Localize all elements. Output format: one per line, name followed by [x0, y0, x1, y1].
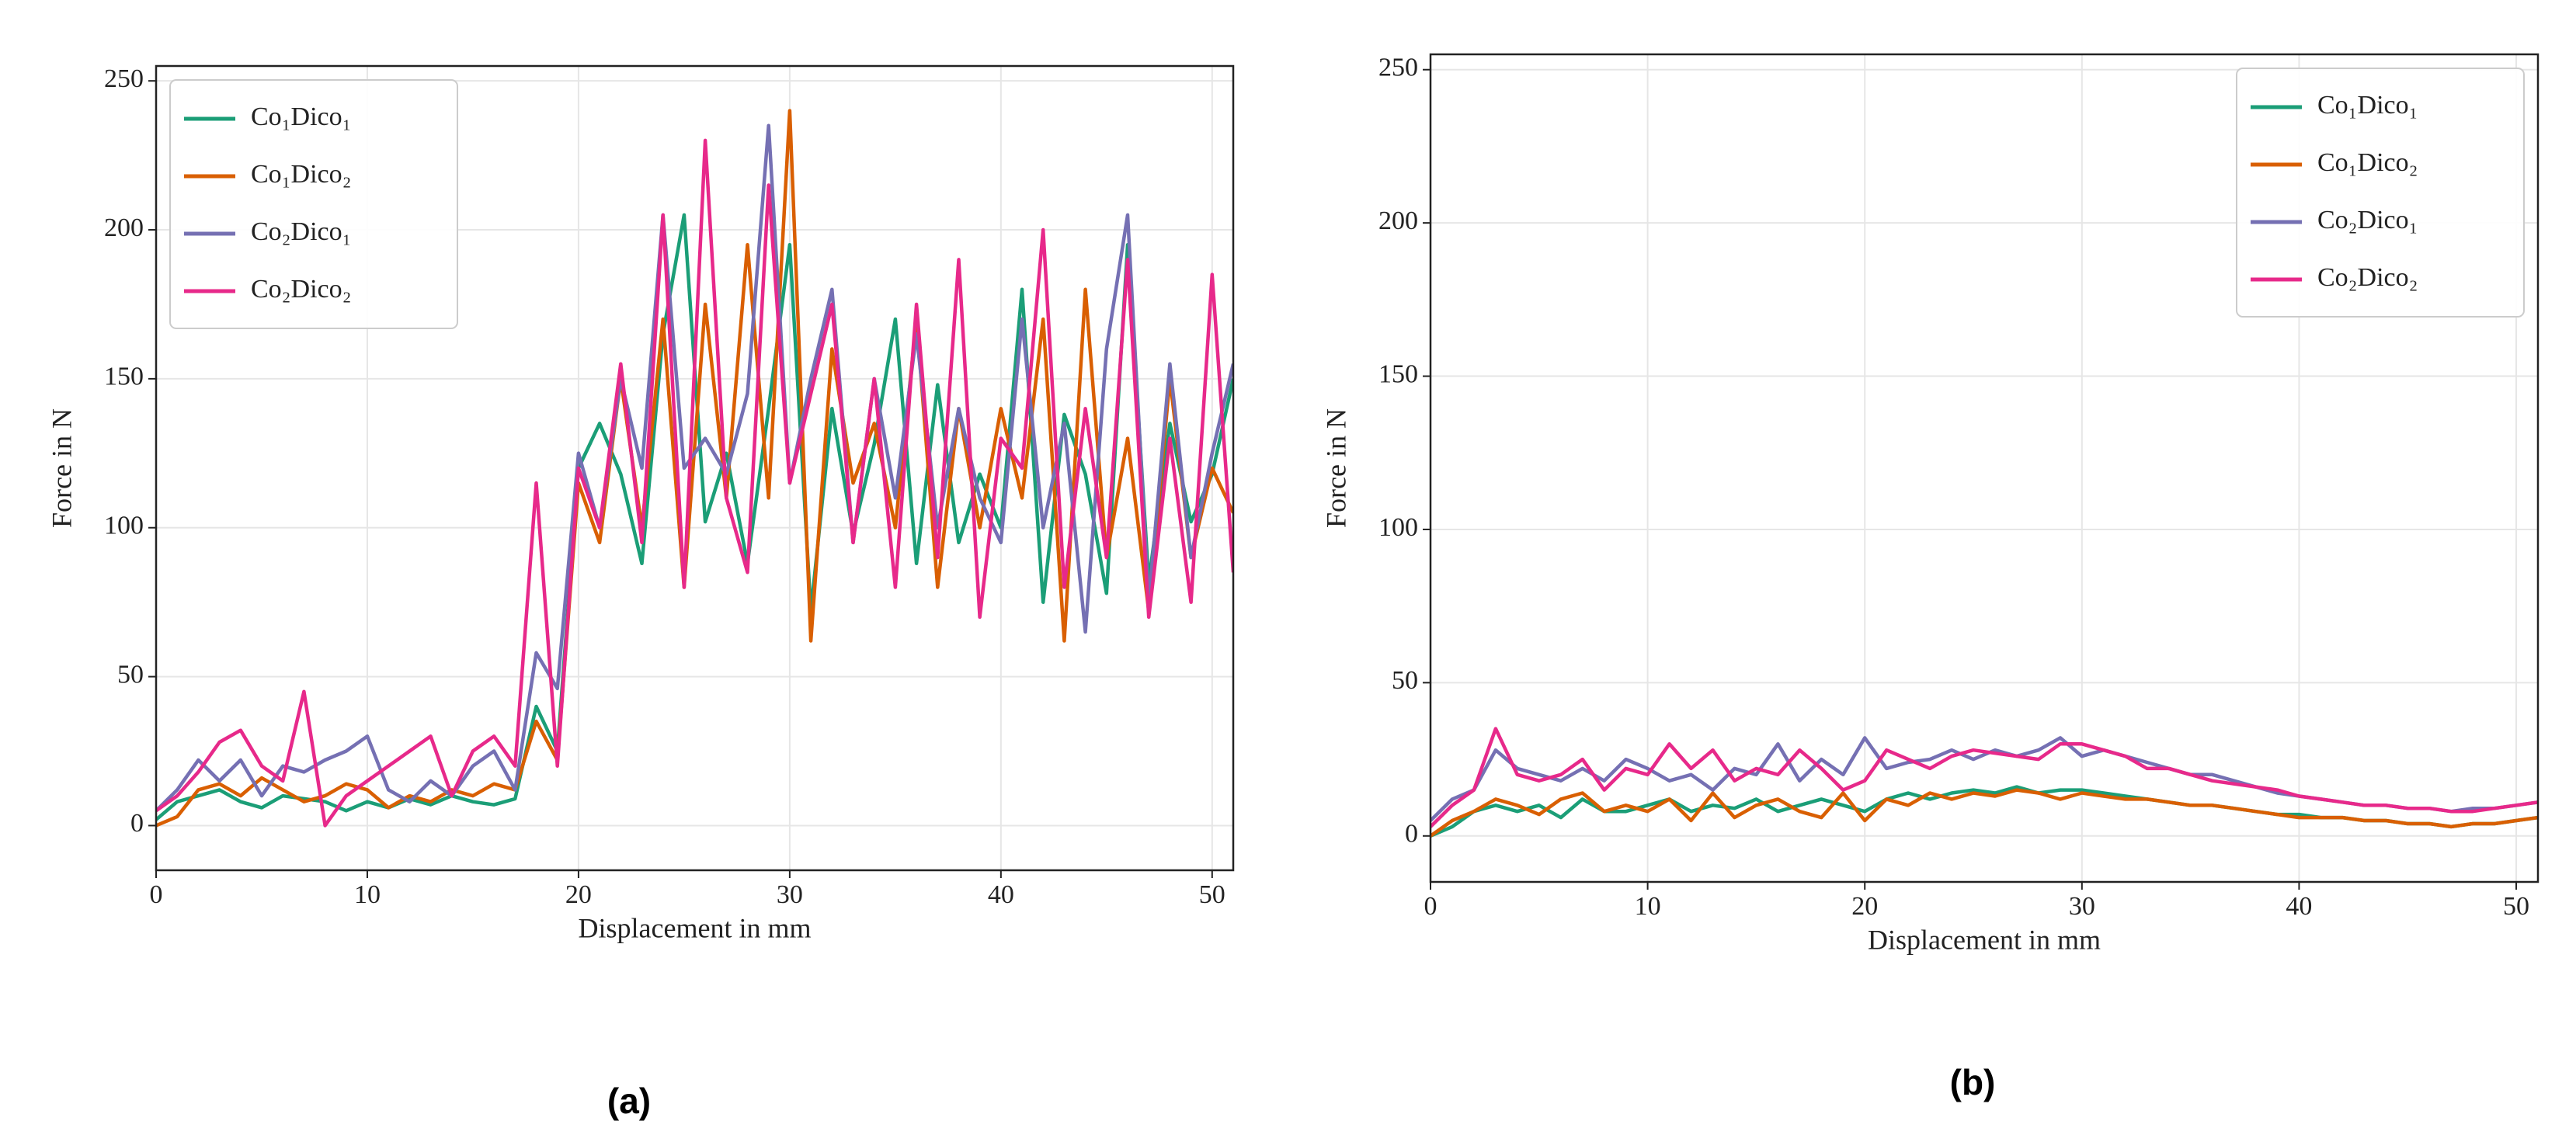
legend-label: Co₂Dico₁	[2317, 206, 2418, 234]
y-tick-label: 250	[1378, 54, 1418, 82]
data-line	[156, 123, 1233, 812]
y-tick-label: 100	[104, 512, 144, 540]
data-line	[156, 138, 1233, 828]
legend: Co₁Dico₁ Co₁Dico₂ Co₂Dico₁ Co₂Dico₂	[2236, 68, 2525, 318]
legend: Co₁Dico₁ Co₁Dico₂ Co₂Dico₁ Co₂Dico₂	[169, 79, 458, 329]
chart: 0 10 20 30 40 50 0 50 100 150 200 250 Displacement i…	[1320, 53, 2539, 1102]
axes-frame	[1429, 53, 2539, 883]
legend-box	[2236, 68, 2525, 318]
y-axis-label: Force in N	[46, 408, 77, 528]
x-tick-label: 50	[2503, 892, 2529, 921]
y-tick-label: 0	[1405, 820, 1418, 849]
caption: (a)	[607, 1081, 651, 1121]
y-tick-label: 150	[1378, 359, 1418, 388]
x-tick-label: 0	[1424, 892, 1437, 921]
legend-label: Co₂Dico₁	[251, 217, 351, 246]
y-tick-label: 50	[1392, 666, 1418, 695]
x-tick-label: 20	[1851, 892, 1878, 921]
y-tick-label: 200	[104, 213, 144, 242]
caption: (b)	[1950, 1062, 1996, 1102]
legend-label: Co₂Dico₂	[2317, 263, 2418, 292]
x-axis-label: Displacement in mm	[1868, 924, 2101, 955]
y-tick-label: 150	[104, 363, 144, 391]
x-tick-label: 30	[2069, 892, 2095, 921]
legend-label: Co₁Dico₂	[2317, 148, 2418, 177]
legend-label: Co₁Dico₁	[251, 102, 351, 131]
x-tick-label: 20	[565, 880, 592, 909]
y-tick-label: 200	[1378, 207, 1418, 235]
legend-label: Co₂Dico₂	[251, 275, 351, 304]
x-tick-label: 40	[988, 880, 1014, 909]
axes-frame	[155, 64, 1235, 872]
chart: 0 10 20 30 40 50 0 50 100 150 200 250 Displacement i…	[46, 64, 1235, 1121]
x-tick-label: 30	[777, 880, 803, 909]
x-tick-label: 10	[354, 880, 381, 909]
x-tick-label: 40	[2286, 892, 2312, 921]
legend-label: Co₁Dico₂	[251, 160, 351, 189]
data-line	[1431, 727, 2538, 828]
y-tick-label: 50	[117, 660, 144, 689]
x-tick-label: 50	[1199, 880, 1225, 909]
legend-label: Co₁Dico₁	[2317, 91, 2418, 120]
legend-box	[169, 79, 458, 329]
data-line	[1431, 788, 2538, 838]
x-tick-label: 10	[1635, 892, 1661, 921]
x-axis-label: Displacement in mm	[579, 912, 812, 943]
y-tick-label: 250	[104, 64, 144, 93]
y-tick-label: 100	[1378, 513, 1418, 542]
y-axis-label: Force in N	[1320, 408, 1351, 528]
x-tick-label: 0	[150, 880, 163, 909]
y-tick-label: 0	[130, 809, 144, 838]
